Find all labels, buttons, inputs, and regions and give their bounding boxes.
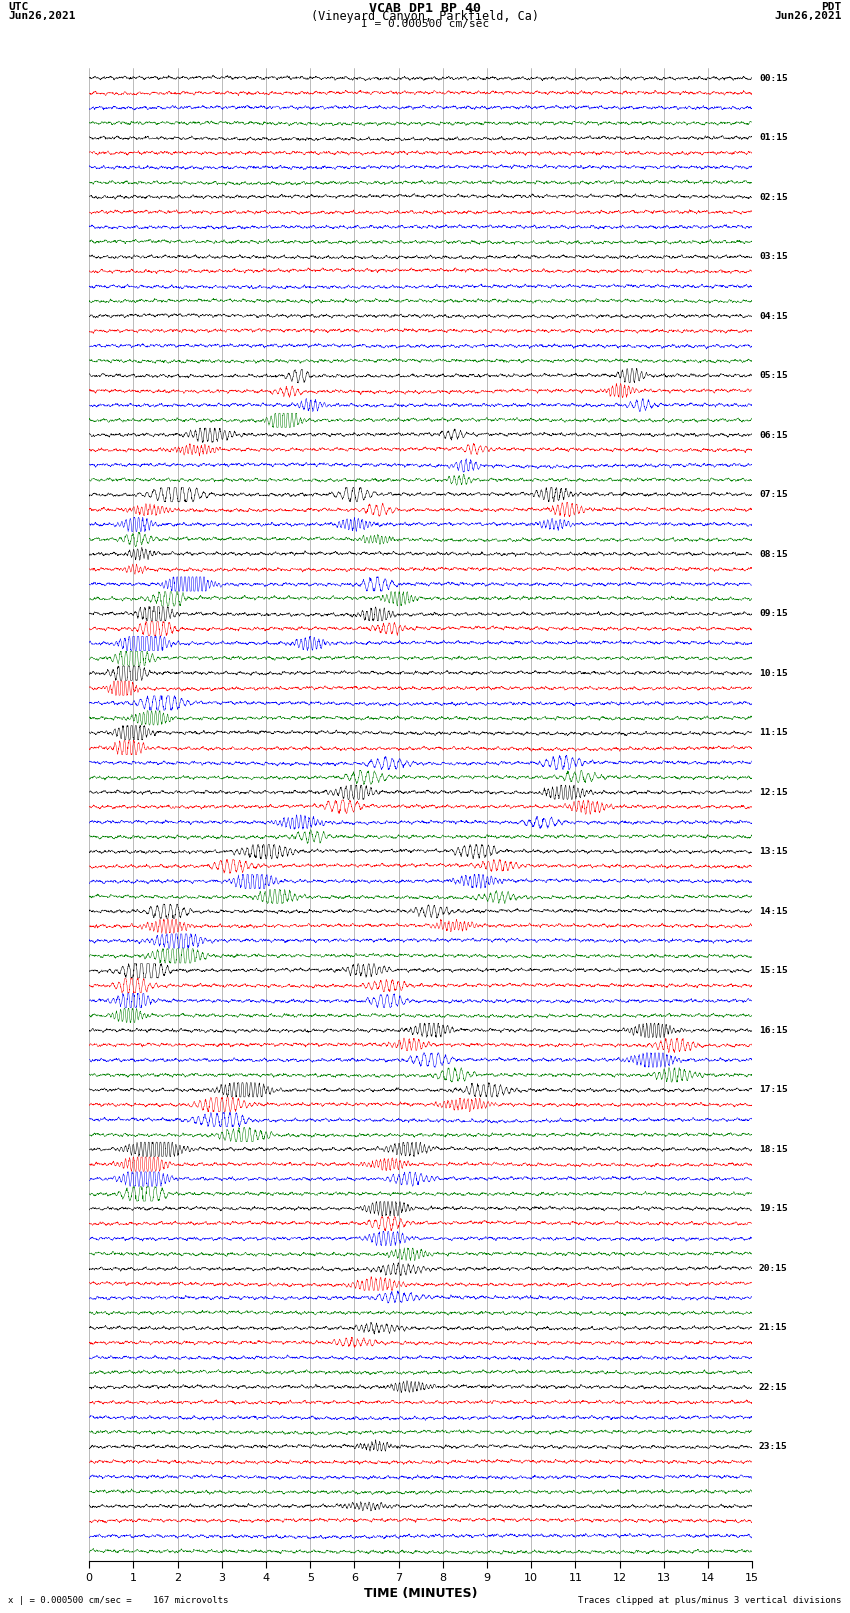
- Text: 04:15: 04:15: [759, 311, 788, 321]
- Text: 05:15: 05:15: [759, 371, 788, 381]
- Text: 18:15: 18:15: [759, 1145, 788, 1153]
- Text: 06:15: 06:15: [759, 431, 788, 440]
- Text: UTC: UTC: [8, 3, 29, 13]
- Text: 08:15: 08:15: [759, 550, 788, 558]
- Text: 19:15: 19:15: [759, 1205, 788, 1213]
- Text: VCAB DP1 BP 40: VCAB DP1 BP 40: [369, 3, 481, 16]
- Text: (Vineyard Canyon, Parkfield, Ca): (Vineyard Canyon, Parkfield, Ca): [311, 11, 539, 24]
- Text: 01:15: 01:15: [759, 134, 788, 142]
- Text: 13:15: 13:15: [759, 847, 788, 857]
- Text: 09:15: 09:15: [759, 610, 788, 618]
- Text: Jun26,2021: Jun26,2021: [774, 11, 842, 21]
- Text: 21:15: 21:15: [759, 1323, 788, 1332]
- Text: 14:15: 14:15: [759, 907, 788, 916]
- Text: 22:15: 22:15: [759, 1382, 788, 1392]
- Text: Traces clipped at plus/minus 3 vertical divisions: Traces clipped at plus/minus 3 vertical …: [578, 1595, 842, 1605]
- Text: 20:15: 20:15: [759, 1265, 788, 1273]
- Text: 11:15: 11:15: [759, 727, 788, 737]
- Text: 23:15: 23:15: [759, 1442, 788, 1452]
- Text: 12:15: 12:15: [759, 787, 788, 797]
- Text: 17:15: 17:15: [759, 1086, 788, 1094]
- Text: Jun26,2021: Jun26,2021: [8, 11, 76, 21]
- Text: 16:15: 16:15: [759, 1026, 788, 1036]
- Text: 00:15: 00:15: [759, 74, 788, 82]
- Text: 03:15: 03:15: [759, 252, 788, 261]
- Text: 10:15: 10:15: [759, 669, 788, 677]
- Text: 15:15: 15:15: [759, 966, 788, 976]
- Text: PDT: PDT: [821, 3, 842, 13]
- Text: 07:15: 07:15: [759, 490, 788, 498]
- X-axis label: TIME (MINUTES): TIME (MINUTES): [364, 1587, 478, 1600]
- Text: I = 0.000500 cm/sec: I = 0.000500 cm/sec: [361, 18, 489, 29]
- Text: x | = 0.000500 cm/sec =    167 microvolts: x | = 0.000500 cm/sec = 167 microvolts: [8, 1595, 229, 1605]
- Text: 02:15: 02:15: [759, 192, 788, 202]
